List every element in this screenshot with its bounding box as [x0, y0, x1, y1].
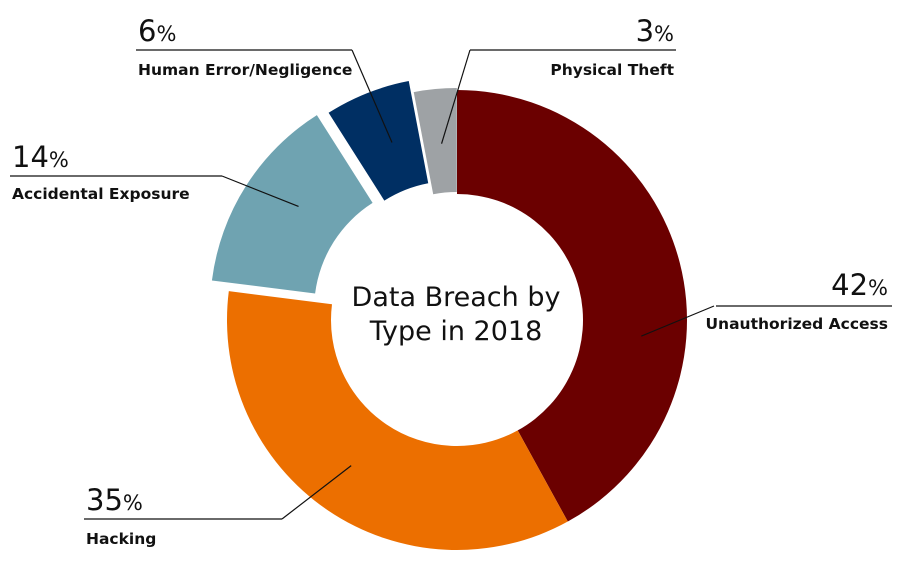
data-label-physical-theft: 3% — [636, 14, 674, 48]
leader-line-hacking — [281, 465, 352, 520]
chart-title-line-1: Data Breach by — [352, 282, 561, 313]
leader-line-human-error-negligence — [351, 49, 393, 143]
category-label-hacking: Hacking — [86, 530, 156, 548]
slice-human-error-negligence — [328, 81, 429, 201]
leader-line-physical-theft — [440, 49, 471, 144]
category-label-human-error-negligence: Human Error/Negligence — [138, 61, 352, 79]
data-label-accidental-exposure: 14% — [12, 140, 69, 174]
data-label-human-error-negligence: 6% — [138, 14, 176, 48]
slice-physical-theft — [413, 88, 457, 195]
category-label-physical-theft: Physical Theft — [550, 61, 674, 79]
slice-hacking — [226, 291, 568, 550]
data-label-hacking: 35% — [86, 483, 143, 517]
category-label-accidental-exposure: Accidental Exposure — [12, 185, 190, 203]
chart-title-line-2: Type in 2018 — [369, 316, 543, 347]
data-label-unauthorized-access: 42% — [831, 268, 888, 302]
slice-unauthorized-access — [457, 90, 687, 522]
category-label-unauthorized-access: Unauthorized Access — [705, 315, 888, 333]
leader-lines-group — [10, 49, 892, 520]
labels-group: 42% Unauthorized Access 35% Hacking 14% Accid… — [12, 14, 888, 548]
leader-line-unauthorized-access — [641, 305, 715, 337]
leader-line-accidental-exposure — [221, 175, 299, 207]
